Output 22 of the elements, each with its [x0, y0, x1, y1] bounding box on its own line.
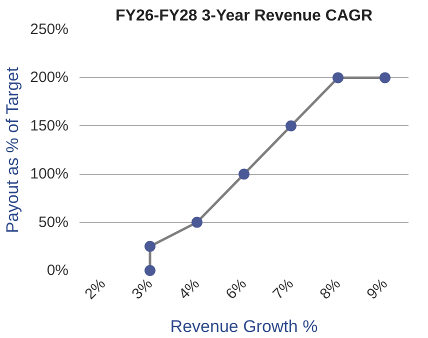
- y-tick-label: 250%: [30, 21, 69, 38]
- point: [380, 72, 390, 84]
- x-tick-label: 7%: [270, 275, 298, 303]
- x-tick-label: 8%: [316, 275, 344, 303]
- x-axis-title: Revenue Growth %: [170, 316, 318, 336]
- y-tick-label: 150%: [30, 117, 69, 134]
- point: [332, 72, 344, 84]
- y-tick-label: 200%: [30, 69, 69, 86]
- point: [286, 120, 296, 132]
- point: [192, 216, 202, 228]
- x-tick-label: 6%: [222, 275, 250, 303]
- point: [238, 168, 250, 180]
- y-tick-label: 0%: [46, 262, 69, 279]
- x-tick-label: 9%: [364, 275, 392, 303]
- chart-title: FY26-FY28 3-Year Revenue CAGR: [116, 8, 373, 24]
- point: [144, 240, 156, 252]
- x-tick-label: 2%: [82, 275, 110, 303]
- y-tick-label: 100%: [30, 166, 69, 183]
- x-tick-label: 4%: [176, 275, 204, 303]
- y-axis-title: Payout as % of Target: [3, 66, 22, 234]
- y-tick-label: 50%: [38, 214, 69, 231]
- x-tick-label: 3%: [128, 275, 156, 303]
